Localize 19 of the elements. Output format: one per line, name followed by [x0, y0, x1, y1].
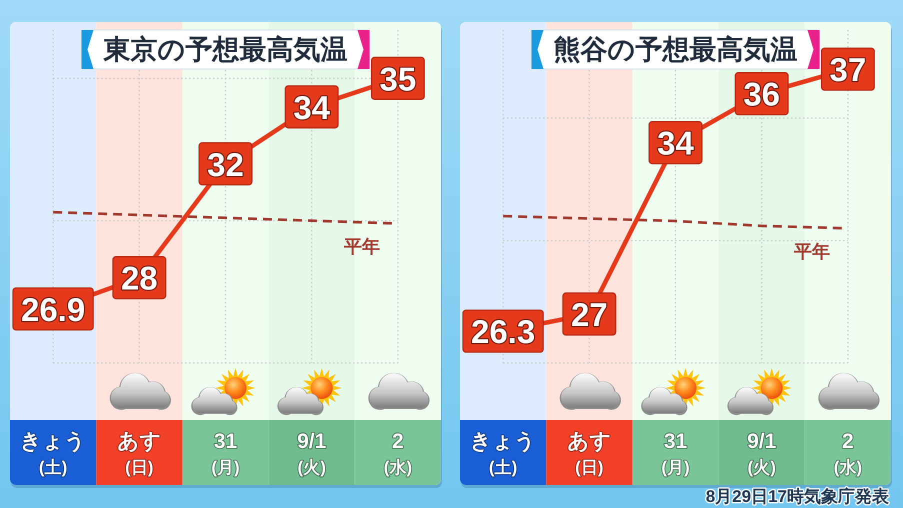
x-tick-label: きょう (土) [470, 430, 536, 477]
data-label: 34 [657, 124, 694, 162]
chart-title: 熊谷の予想最高気温 [554, 34, 798, 64]
data-label: 26.3 [470, 313, 536, 350]
x-tick-label: 31 (月) [211, 430, 240, 477]
x-tick-label: 2 (水) [384, 430, 412, 477]
x-tick-label: 2 (水) [834, 430, 862, 477]
data-label: 27 [570, 296, 608, 334]
series-label: 平年 [792, 241, 830, 262]
data-label: 37 [830, 51, 866, 88]
x-tick-label: 9/1 (火) [297, 430, 327, 477]
x-tick-label: 31 (月) [661, 430, 690, 477]
x-tick-label: 9/1 (火) [747, 430, 777, 477]
chart-title: 東京の予想最高気温 [102, 34, 348, 64]
data-label: 36 [743, 76, 780, 113]
x-tick-label: あす (日) [117, 430, 162, 477]
x-tick-label: きょう (土) [20, 430, 86, 477]
text: 8月29日17時気象庁発表 [706, 487, 890, 506]
x-tick-label: あす (日) [567, 430, 612, 477]
